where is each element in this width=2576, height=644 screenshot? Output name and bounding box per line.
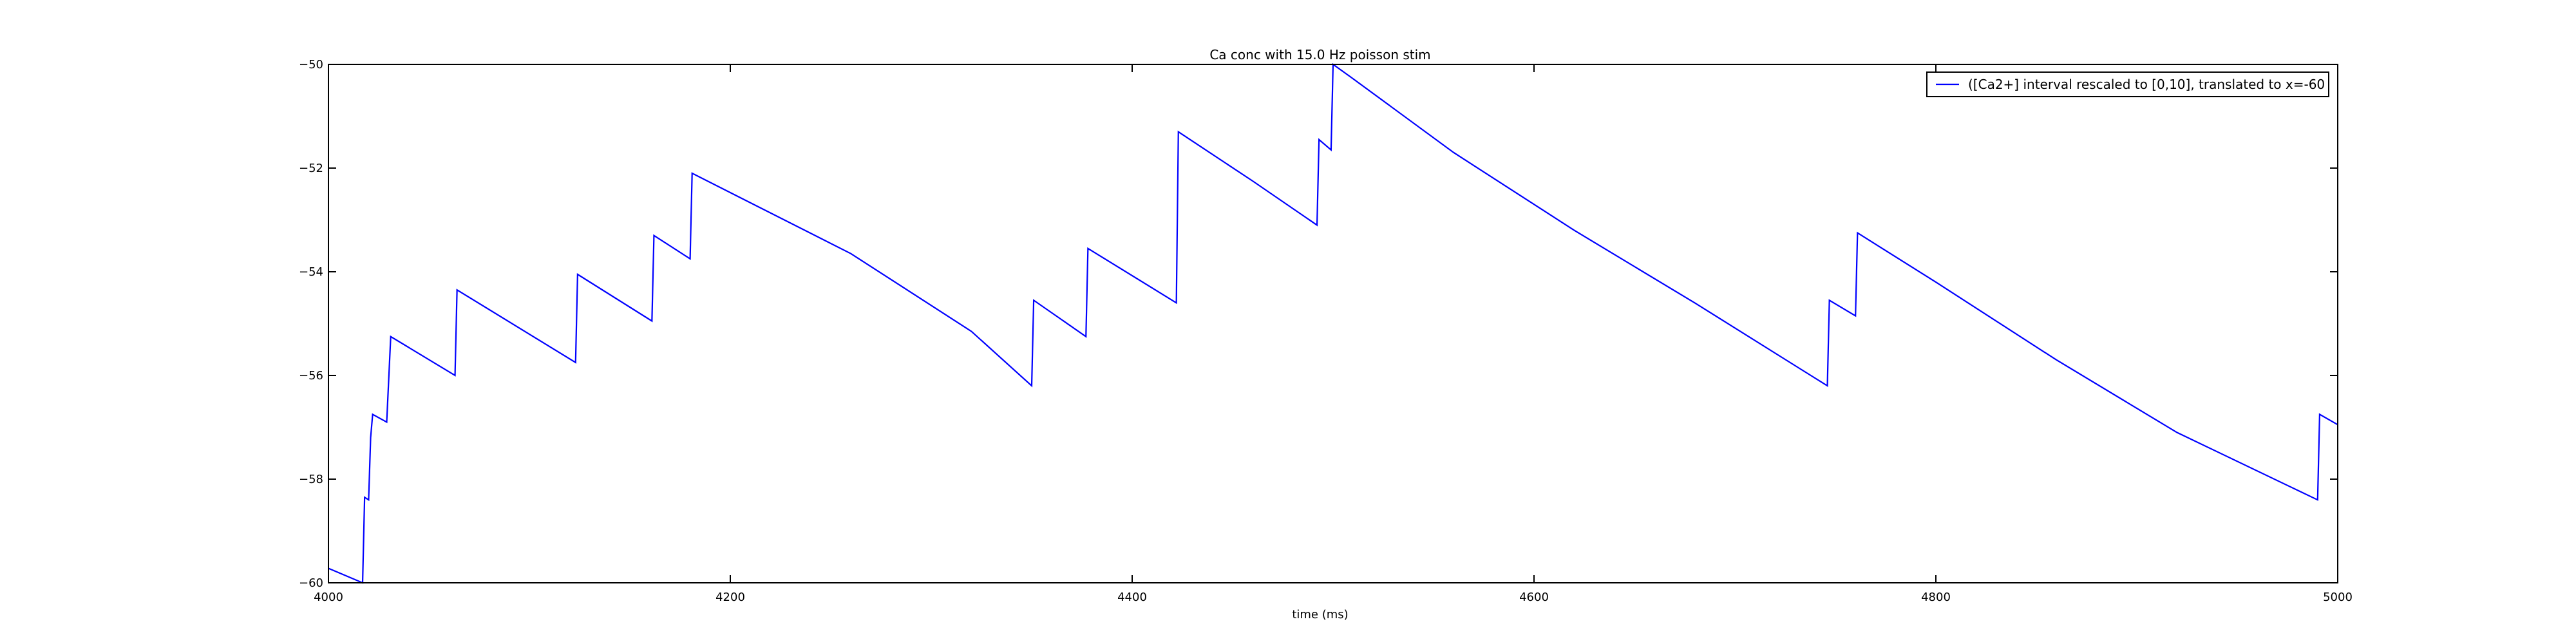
x-tick-label: 4200 <box>715 591 745 604</box>
plot-frame <box>328 64 2338 583</box>
x-tick-label: 4600 <box>1519 591 1549 604</box>
axes: 4000 4200 4400 4600 4800 5000 −60 −58 −56 −54 −52 −… <box>299 58 2353 604</box>
legend-label: ([Ca2+] interval rescaled to [0,10], tra… <box>1968 77 2325 92</box>
y-tick-label: −56 <box>299 369 323 383</box>
y-tick-label: −58 <box>299 473 323 486</box>
legend: ([Ca2+] interval rescaled to [0,10], tra… <box>1926 71 2329 97</box>
y-tick-label: −52 <box>299 162 323 175</box>
series-line-1 <box>328 62 2338 584</box>
x-axis-label: time (ms) <box>1292 608 1348 621</box>
x-tick-label: 4800 <box>1921 591 1951 604</box>
x-tick-label: 4400 <box>1117 591 1147 604</box>
chart-title: Ca conc with 15.0 Hz poisson stim <box>1209 47 1430 62</box>
x-tick-label: 4000 <box>314 591 343 604</box>
legend-box <box>1926 71 2329 97</box>
y-tick-label: −54 <box>299 265 323 279</box>
plot-area <box>328 62 2338 584</box>
y-tick-label: −50 <box>299 58 323 71</box>
x-tick-label: 5000 <box>2323 591 2353 604</box>
y-tick-label: −60 <box>299 576 323 590</box>
